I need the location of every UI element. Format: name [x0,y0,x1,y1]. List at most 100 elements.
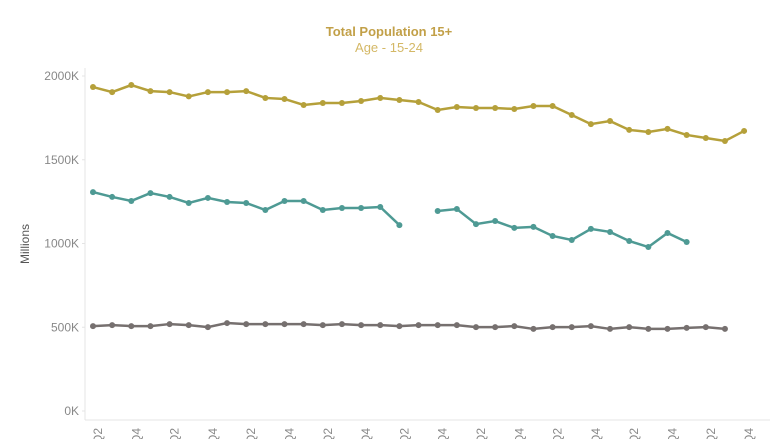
x-tick-label: Q2 [474,428,488,439]
point [109,193,116,200]
point [358,204,365,211]
point [338,204,345,211]
y-axis-label: Millions [18,224,32,264]
point [377,94,384,101]
x-tick-label: Q4 [666,428,680,439]
point [434,107,441,114]
point [702,324,709,331]
point [185,199,192,206]
point [473,324,479,331]
point [511,323,518,330]
x-tick-label: Q4 [589,428,603,439]
point [90,323,96,330]
point [204,324,211,331]
point [415,322,422,329]
point [319,322,326,329]
point [492,218,499,225]
point [243,88,250,95]
chart-subtitle: Age - 15-24 [355,40,423,55]
point [224,320,231,327]
point [166,321,173,328]
point [587,121,594,128]
series-line [92,321,726,331]
x-tick-label: Q4 [206,428,220,439]
x-tick-label: Q4 [742,428,756,439]
point [262,321,269,328]
x-tick-label: Q4 [129,428,143,439]
x-tick-label: Q2 [704,428,718,439]
point [549,232,556,239]
point [396,96,403,103]
point [645,244,652,251]
point [128,323,135,330]
x-tick-label: Q2 [551,428,565,439]
point [262,94,269,101]
point [587,225,594,232]
point [741,127,748,134]
point [204,194,211,201]
point [90,84,96,91]
series-line [92,190,401,226]
point [530,325,537,332]
point [338,99,345,106]
x-tick-label: Q2 [244,428,258,439]
point [262,207,269,213]
point [377,203,384,210]
point [549,102,556,109]
point [607,118,614,125]
point [568,236,575,243]
point [147,323,154,330]
point [473,104,479,111]
point [492,324,499,331]
point [664,229,671,236]
x-tick-label: Q4 [283,428,297,439]
point [128,197,135,204]
point [721,137,728,144]
x-tick-label: Q4 [436,428,450,439]
point [626,324,633,331]
point [300,101,307,108]
point [281,321,288,328]
point [358,322,365,329]
point [645,325,652,332]
point [377,322,384,329]
point [396,323,403,330]
point [549,324,556,331]
point [664,325,671,332]
point [607,228,614,235]
point [147,88,154,95]
point [338,321,345,328]
point [645,128,652,135]
point [109,322,116,329]
y-tick-label: 2000K [44,69,79,83]
point [396,222,403,229]
point [300,197,307,204]
point [683,238,690,245]
series-line [437,207,688,249]
point [300,321,307,328]
point [204,89,211,96]
point [224,198,231,205]
point [511,105,518,112]
point [511,224,518,231]
point [607,325,614,332]
point [109,89,116,96]
x-tick-label: Q2 [91,428,105,439]
point [281,95,288,102]
point [721,325,728,332]
y-tick-label: 0K [64,404,79,418]
point [702,134,709,141]
point [453,322,460,329]
y-tick-label: 500K [51,320,79,334]
x-tick-label: Q4 [512,428,526,439]
point [281,197,288,204]
point [530,102,537,109]
x-tick-label: Q2 [168,428,182,439]
x-tick-label: Q2 [321,428,335,439]
point [453,205,460,212]
point [434,322,441,329]
point [90,189,96,196]
y-tick-label: 1000K [44,237,79,251]
point [185,93,192,100]
